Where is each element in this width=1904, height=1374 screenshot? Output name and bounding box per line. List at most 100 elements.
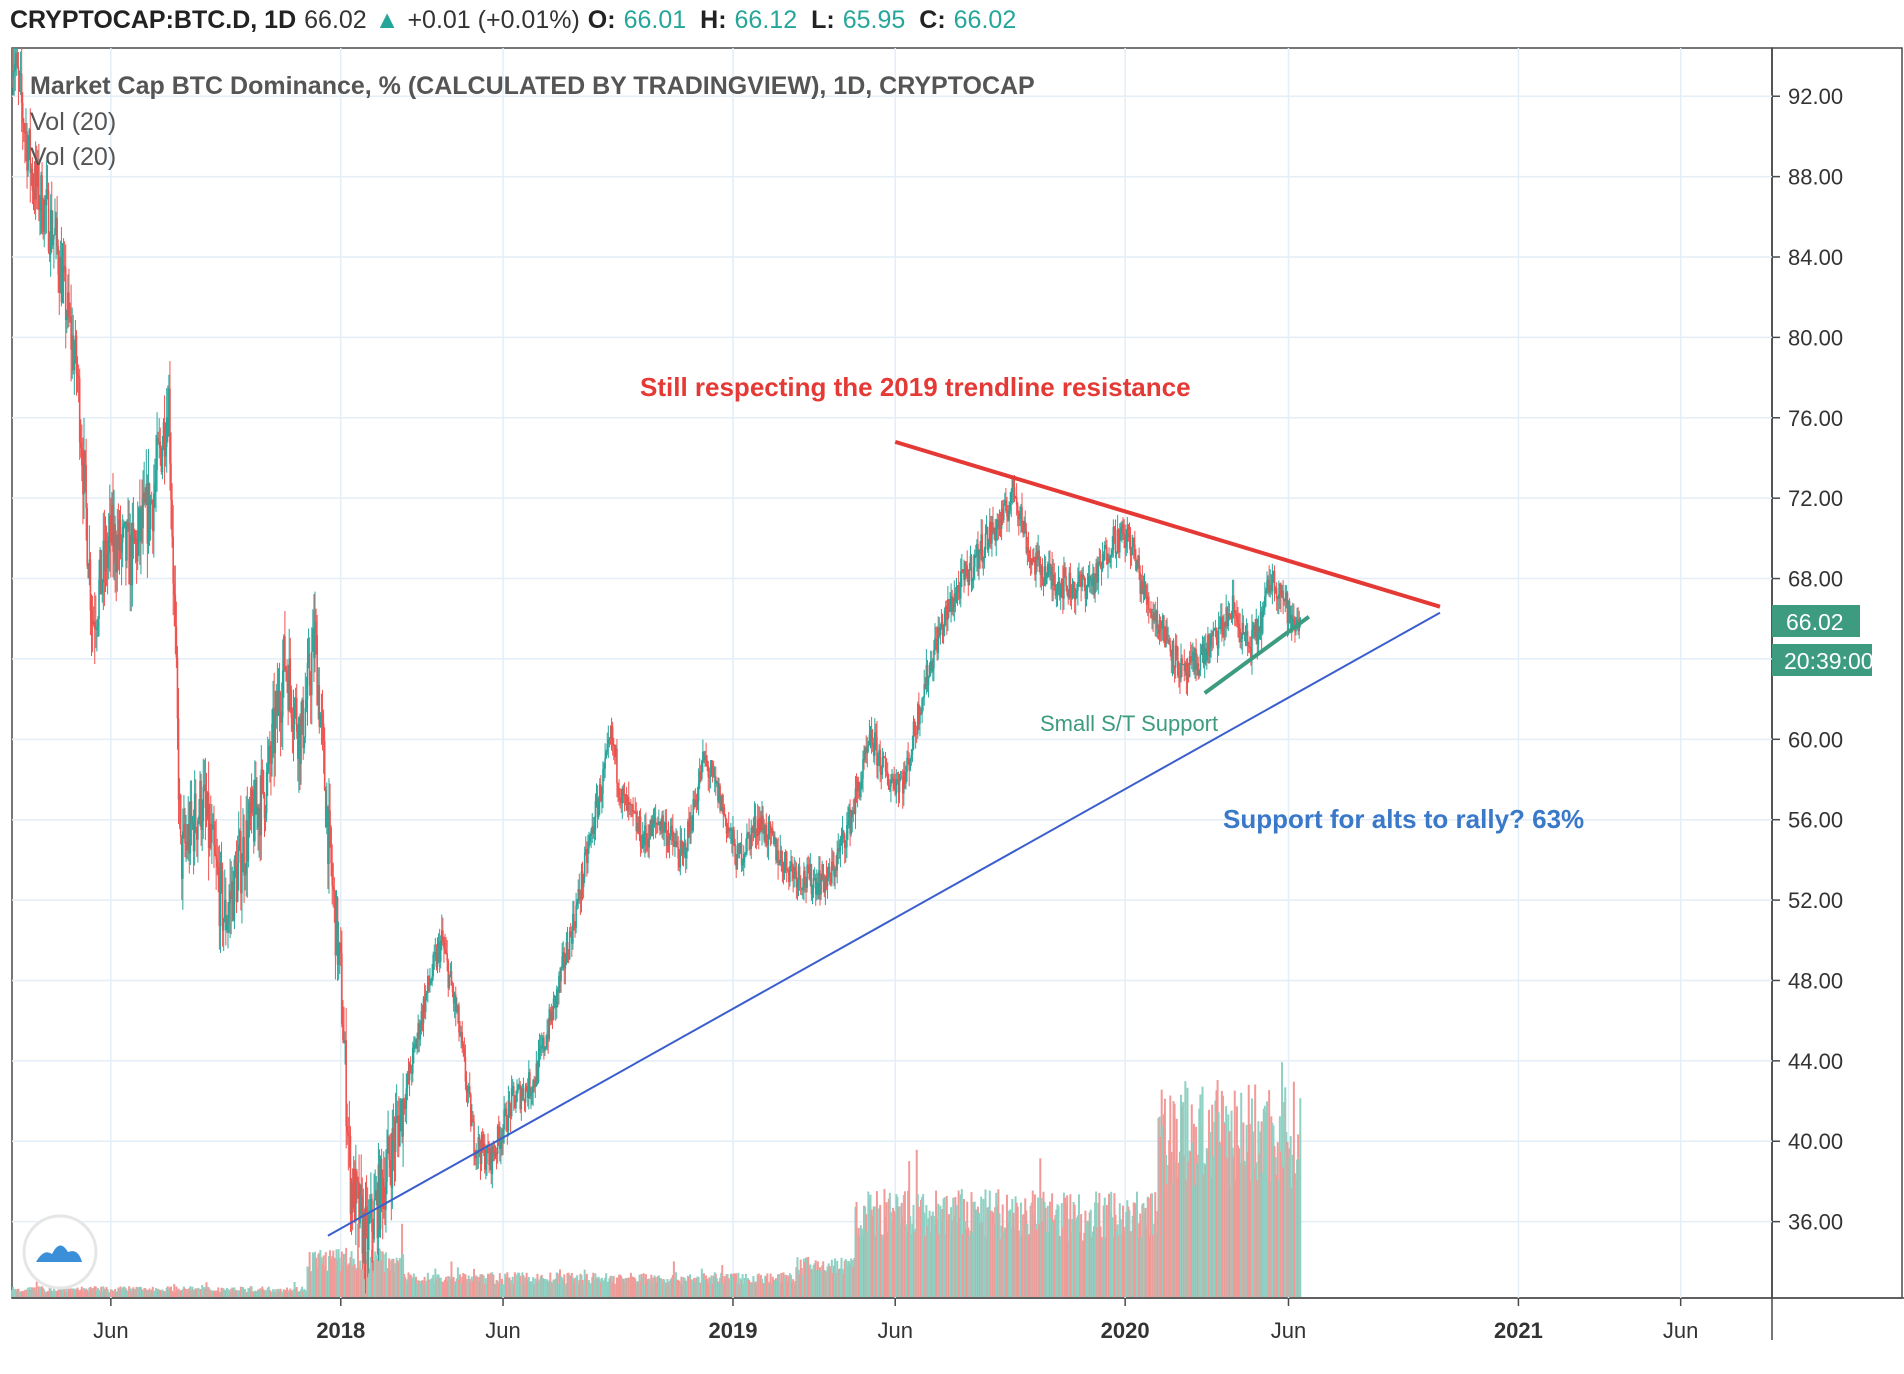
candle-body xyxy=(1281,590,1283,597)
volume-bar xyxy=(238,1290,241,1297)
volume-bar xyxy=(105,1286,108,1297)
volume-legend-2[interactable]: Vol (20) xyxy=(30,143,116,171)
candle-body xyxy=(967,576,970,586)
candle-body xyxy=(934,638,936,650)
candle-body xyxy=(732,830,734,844)
volume-bar xyxy=(1112,1237,1115,1297)
volume-bar xyxy=(681,1284,684,1297)
volume-bar xyxy=(607,1281,610,1297)
small_support-trendline[interactable] xyxy=(1203,615,1311,695)
resistance-trendline[interactable] xyxy=(894,439,1441,609)
candle-body xyxy=(624,794,627,796)
candle-body xyxy=(1210,634,1212,647)
candle-body xyxy=(334,891,337,956)
candle-body xyxy=(937,627,940,653)
time-axis[interactable]: Jun 2018 Jun 2019 Jun 2020 Jun 2021 Jun xyxy=(93,1298,1698,1343)
volume-bar xyxy=(618,1274,621,1297)
volume-bar xyxy=(358,1267,361,1297)
volume-bar xyxy=(473,1268,476,1297)
volume-bar xyxy=(894,1214,897,1297)
candle-body xyxy=(980,534,982,554)
volume-bar xyxy=(385,1268,388,1297)
volume-bar xyxy=(858,1236,861,1297)
candle-body xyxy=(405,1088,408,1109)
volume-bar xyxy=(1118,1203,1121,1297)
candle-body xyxy=(623,794,626,796)
volume-bar xyxy=(1086,1220,1089,1297)
candle-body xyxy=(250,789,253,814)
symbol-label[interactable]: CRYPTOCAP:BTC.D, 1D xyxy=(10,5,297,34)
volume-bar xyxy=(931,1211,934,1297)
candle-body xyxy=(85,464,87,509)
volume-bar xyxy=(293,1282,296,1297)
candle-body xyxy=(207,792,210,848)
candle-body xyxy=(247,825,250,862)
candle-body xyxy=(1091,578,1093,586)
volume-bar xyxy=(574,1278,577,1297)
volume-bar xyxy=(419,1281,422,1297)
candle-body xyxy=(1124,534,1126,549)
candle-body xyxy=(566,942,569,957)
volume-bar xyxy=(150,1289,153,1297)
candle-body xyxy=(33,190,36,200)
volume-bar xyxy=(214,1290,217,1297)
volume-bar xyxy=(11,1290,13,1297)
candle-body xyxy=(1142,588,1145,595)
candle-body xyxy=(1089,578,1092,581)
candle-body xyxy=(151,502,154,532)
volume-bar xyxy=(439,1277,442,1297)
volume-bar xyxy=(387,1268,390,1297)
volume-bar xyxy=(782,1272,785,1297)
volume-bar xyxy=(341,1266,344,1297)
volume-bar xyxy=(1101,1240,1104,1297)
candle-body xyxy=(281,670,284,717)
candle-body xyxy=(627,797,630,805)
volume-bar xyxy=(1209,1132,1212,1297)
candle-body xyxy=(679,840,682,868)
candle-body xyxy=(621,788,624,803)
volume-bar xyxy=(571,1277,574,1297)
candle-body xyxy=(1081,574,1083,587)
candle-body xyxy=(1238,623,1240,629)
candle-body xyxy=(416,1038,418,1049)
candle-body xyxy=(443,942,445,949)
volume-bar xyxy=(413,1277,416,1297)
volume-bar xyxy=(482,1275,485,1297)
candle-body xyxy=(748,832,750,835)
candle-body xyxy=(926,665,929,686)
volume-bar xyxy=(1142,1202,1145,1297)
volume-bar xyxy=(440,1281,443,1297)
volume-bar xyxy=(1054,1215,1057,1297)
candle-body xyxy=(1249,646,1251,648)
volume-bar xyxy=(1061,1227,1064,1297)
volume-bar xyxy=(199,1289,202,1297)
volume-bar xyxy=(1201,1086,1204,1297)
volume-legend-1[interactable]: Vol (20) xyxy=(30,108,116,136)
volume-bar xyxy=(625,1277,628,1297)
candle-body xyxy=(547,1033,549,1040)
candle-body xyxy=(922,697,924,700)
volume-bar xyxy=(1154,1192,1157,1297)
volume-bar xyxy=(526,1279,529,1297)
tradingview-logo[interactable] xyxy=(22,1214,98,1290)
volume-bar xyxy=(1230,1110,1233,1297)
volume-bar xyxy=(326,1270,329,1297)
volume-bar xyxy=(622,1278,625,1297)
volume-bar xyxy=(662,1279,665,1297)
volume-bar xyxy=(177,1288,180,1297)
support-trendline[interactable] xyxy=(327,611,1441,1237)
alts-annotation: Support for alts to rally? 63% xyxy=(1223,804,1584,834)
volume-bar xyxy=(53,1290,56,1297)
trendlines[interactable] xyxy=(327,439,1441,1237)
volume-bar xyxy=(877,1227,880,1297)
candle-body xyxy=(501,1139,503,1143)
candle-body xyxy=(741,862,744,866)
volume-bar xyxy=(1265,1101,1268,1297)
volume-bar xyxy=(1066,1195,1069,1297)
candle-body xyxy=(1272,571,1275,575)
volume-bar xyxy=(62,1287,65,1297)
volume-bar xyxy=(1081,1240,1084,1297)
volume-bar xyxy=(1104,1237,1107,1297)
candle-body xyxy=(919,711,921,725)
